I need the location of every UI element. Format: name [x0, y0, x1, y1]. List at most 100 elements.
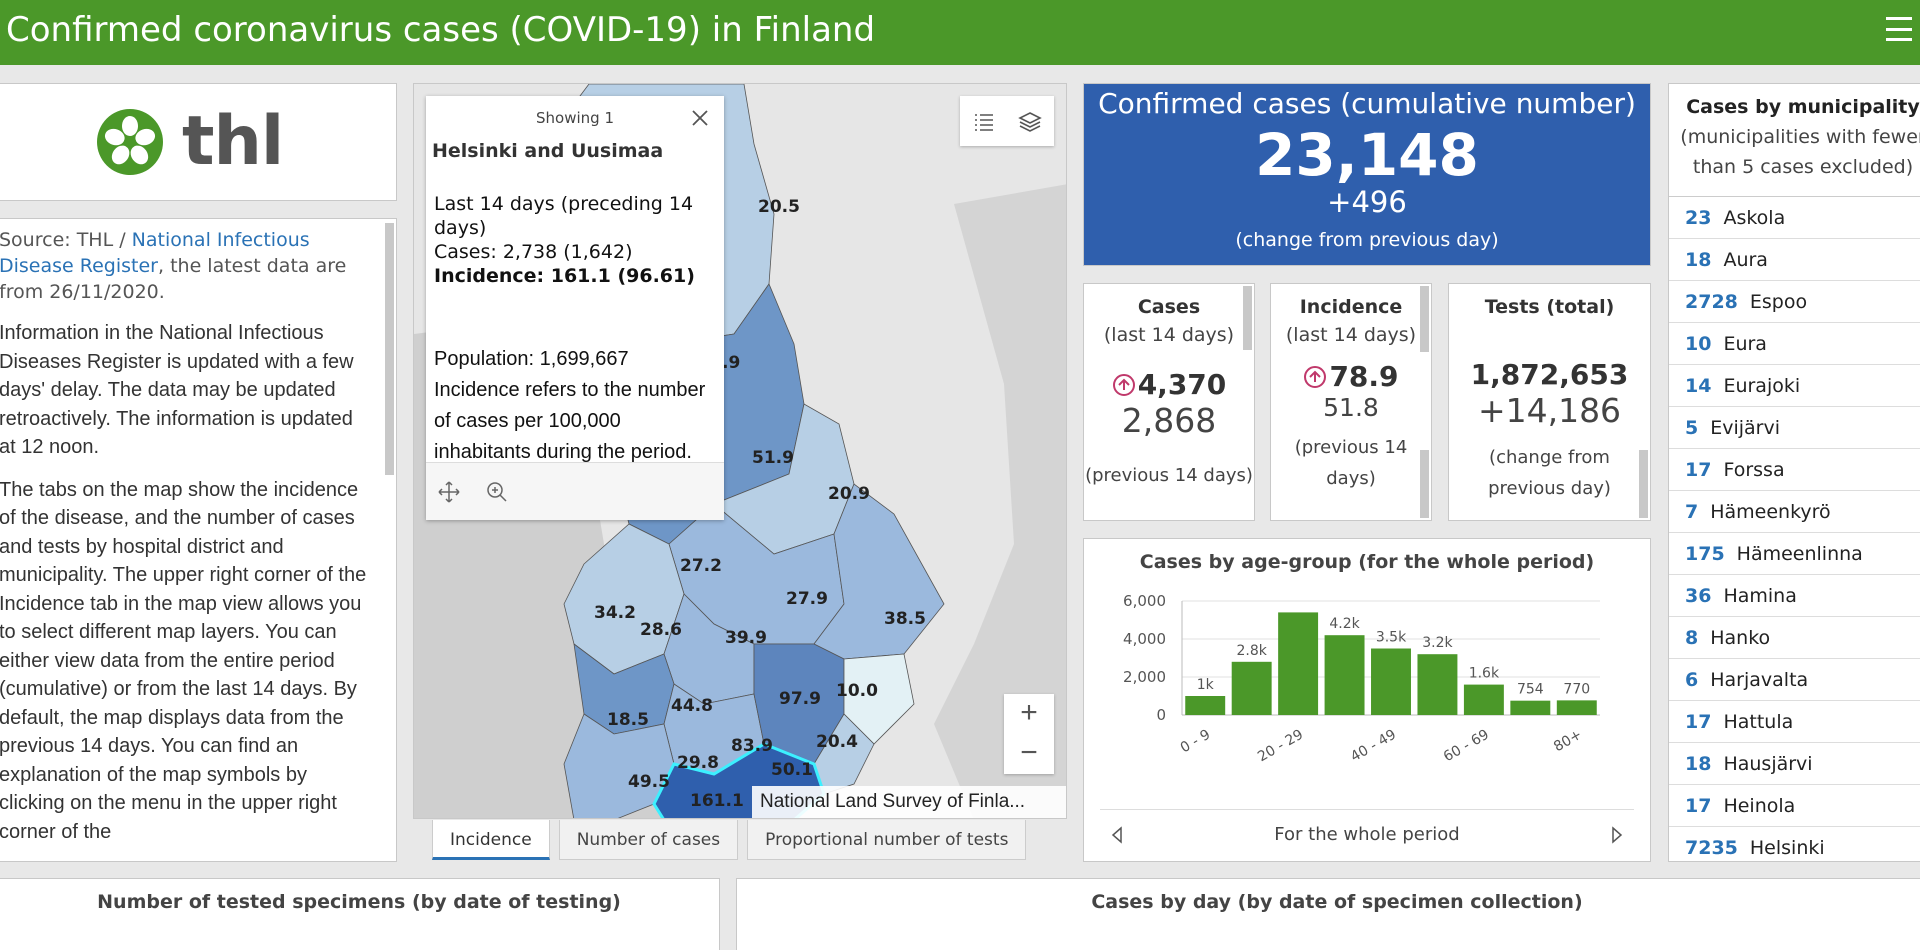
bar [1278, 612, 1319, 715]
municipality-name: Hämeenlinna [1736, 543, 1863, 565]
confirmed-note: (change from previous day) [1235, 229, 1499, 251]
municipality-name: Harjavalta [1710, 669, 1809, 691]
municipality-name: Aura [1723, 249, 1768, 271]
municipality-row[interactable]: 17 Forssa [1669, 449, 1920, 491]
svg-text:27.2: 27.2 [680, 556, 722, 576]
municipality-count: 18 [1685, 753, 1712, 775]
pan-to-icon[interactable] [438, 481, 460, 503]
municipality-row[interactable]: 36 Hamina [1669, 575, 1920, 617]
popup-footer: Population: 1,699,667 Incidence refers t… [434, 348, 706, 463]
cases-by-day-panel: Cases by day (by date of specimen collec… [736, 878, 1920, 950]
cases-value: 4,370 [1137, 368, 1227, 401]
municipality-row[interactable]: 17 Hattula [1669, 701, 1920, 743]
tests-value: 1,872,653 [1470, 358, 1629, 391]
chevron-left-icon[interactable] [1110, 826, 1124, 844]
municipality-row[interactable]: 6 Harjavalta [1669, 659, 1920, 701]
close-icon[interactable] [690, 108, 710, 128]
municipality-name: Evijärvi [1710, 417, 1781, 439]
municipality-row[interactable]: 175 Hämeenlinna [1669, 533, 1920, 575]
tab-number-of-cases[interactable]: Number of cases [558, 820, 739, 860]
scrollbar[interactable] [1420, 450, 1429, 518]
municipality-row[interactable]: 2728 Espoo [1669, 281, 1920, 323]
municipality-name: Hausjärvi [1723, 753, 1813, 775]
incidence-14-card: Incidence (last 14 days) 78.9 51.8 (prev… [1270, 283, 1432, 521]
cases-by-day-title: Cases by day (by date of specimen collec… [1091, 891, 1583, 913]
municipality-count: 5 [1685, 417, 1699, 439]
municipality-count: 175 [1685, 543, 1725, 565]
municipality-name: Helsinki [1749, 837, 1825, 859]
bar [1185, 696, 1226, 715]
bar [1371, 648, 1411, 715]
scrollbar[interactable] [1639, 450, 1648, 518]
x-tick-label: 80+ [1551, 727, 1585, 756]
region-south-karelia-east[interactable] [843, 653, 915, 745]
x-tick-label: 40 - 49 [1348, 727, 1399, 766]
map-toolbar [960, 96, 1054, 146]
layers-icon[interactable] [1018, 110, 1042, 134]
svg-text:20.4: 20.4 [816, 732, 858, 752]
tab-proportional-tests[interactable]: Proportional number of tests [747, 820, 1027, 860]
municipality-row[interactable]: 7 Hämeenkyrö [1669, 491, 1920, 533]
municipality-subtitle: (municipalities with fewer than 5 cases e… [1680, 126, 1920, 178]
municipality-row[interactable]: 10 Eura [1669, 323, 1920, 365]
zoom-control: + − [1004, 694, 1054, 774]
municipality-row[interactable]: 14 Eurajoki [1669, 365, 1920, 407]
arrow-up-circle-icon [1112, 374, 1135, 396]
hamburger-menu-icon[interactable] [1886, 14, 1912, 44]
municipality-row[interactable]: 7235 Helsinki [1669, 827, 1920, 861]
y-tick-label: 2,000 [1123, 668, 1166, 686]
municipality-row[interactable]: 5 Evijärvi [1669, 407, 1920, 449]
svg-text:28.6: 28.6 [640, 620, 682, 640]
incidence-value: 78.9 [1329, 360, 1399, 393]
cases-14-card: Cases (last 14 days) 4,370 2,868 (previo… [1083, 283, 1255, 521]
scrollbar[interactable] [1243, 286, 1252, 350]
arrow-up-circle-icon [1304, 366, 1327, 388]
x-tick-label: 20 - 29 [1255, 727, 1306, 766]
municipality-name: Forssa [1723, 459, 1785, 481]
map-view[interactable]: 20.5 51.9 20.9 27.2 27.9 38.5 34.2 28.6 … [413, 83, 1067, 819]
municipality-count: 14 [1685, 375, 1712, 397]
map-attribution[interactable]: National Land Survey of Finla... [752, 786, 1066, 818]
thl-logo-panel: thl [0, 83, 397, 201]
source-link[interactable]: National Infectious Disease Register [0, 229, 310, 277]
svg-text:83.9: 83.9 [731, 736, 773, 756]
description-panel: Source: THL / National Infectious Diseas… [0, 218, 397, 862]
cases-note: (previous 14 days) [1085, 465, 1253, 486]
municipality-name: Hamina [1723, 585, 1797, 607]
confirmed-cases-card: Confirmed cases (cumulative number) 23,1… [1083, 83, 1651, 266]
scrollbar[interactable] [385, 223, 394, 475]
y-tick-label: 4,000 [1123, 630, 1166, 648]
municipality-row[interactable]: 23 Askola [1669, 197, 1920, 239]
chevron-right-icon[interactable] [1610, 826, 1624, 844]
svg-text:27.9: 27.9 [786, 589, 828, 609]
legend-list-icon[interactable] [972, 110, 996, 134]
tests-note: (change from previous day) [1488, 447, 1611, 499]
flower-logo-icon [97, 109, 163, 175]
svg-text:38.5: 38.5 [884, 609, 926, 629]
incidence-title: Incidence [1299, 296, 1403, 318]
municipality-row[interactable]: 17 Heinola [1669, 785, 1920, 827]
municipality-count: 10 [1685, 333, 1712, 355]
info-paragraph: Information in the National Infectious D… [0, 322, 354, 458]
municipality-name: Eurajoki [1723, 375, 1801, 397]
data-label: 4.2k [1329, 616, 1360, 632]
municipality-name: Heinola [1723, 795, 1796, 817]
x-tick-label: 60 - 69 [1441, 727, 1492, 766]
confirmed-change: +496 [1327, 185, 1407, 219]
tests-change: +14,186 [1477, 391, 1622, 430]
tests-card: Tests (total) 1,872,653 +14,186 (change … [1448, 283, 1651, 521]
app-header: Confirmed coronavirus cases (COVID-19) i… [0, 0, 1920, 65]
municipality-row[interactable]: 18 Hausjärvi [1669, 743, 1920, 785]
scrollbar[interactable] [1420, 286, 1429, 352]
svg-text:39.9: 39.9 [725, 628, 767, 648]
tab-incidence[interactable]: Incidence [432, 820, 550, 860]
municipality-row[interactable]: 18 Aura [1669, 239, 1920, 281]
municipality-row[interactable]: 8 Hanko [1669, 617, 1920, 659]
chart-title: Cases by age-group (for the whole period… [1139, 551, 1595, 573]
zoom-in-button[interactable]: + [1020, 696, 1038, 729]
map-tabs: Incidence Number of cases Proportional n… [432, 820, 1035, 860]
zoom-out-button[interactable]: − [1020, 736, 1038, 769]
zoom-to-icon[interactable] [486, 481, 508, 503]
municipality-count: 7 [1685, 501, 1699, 523]
y-tick-label: 0 [1156, 706, 1166, 724]
